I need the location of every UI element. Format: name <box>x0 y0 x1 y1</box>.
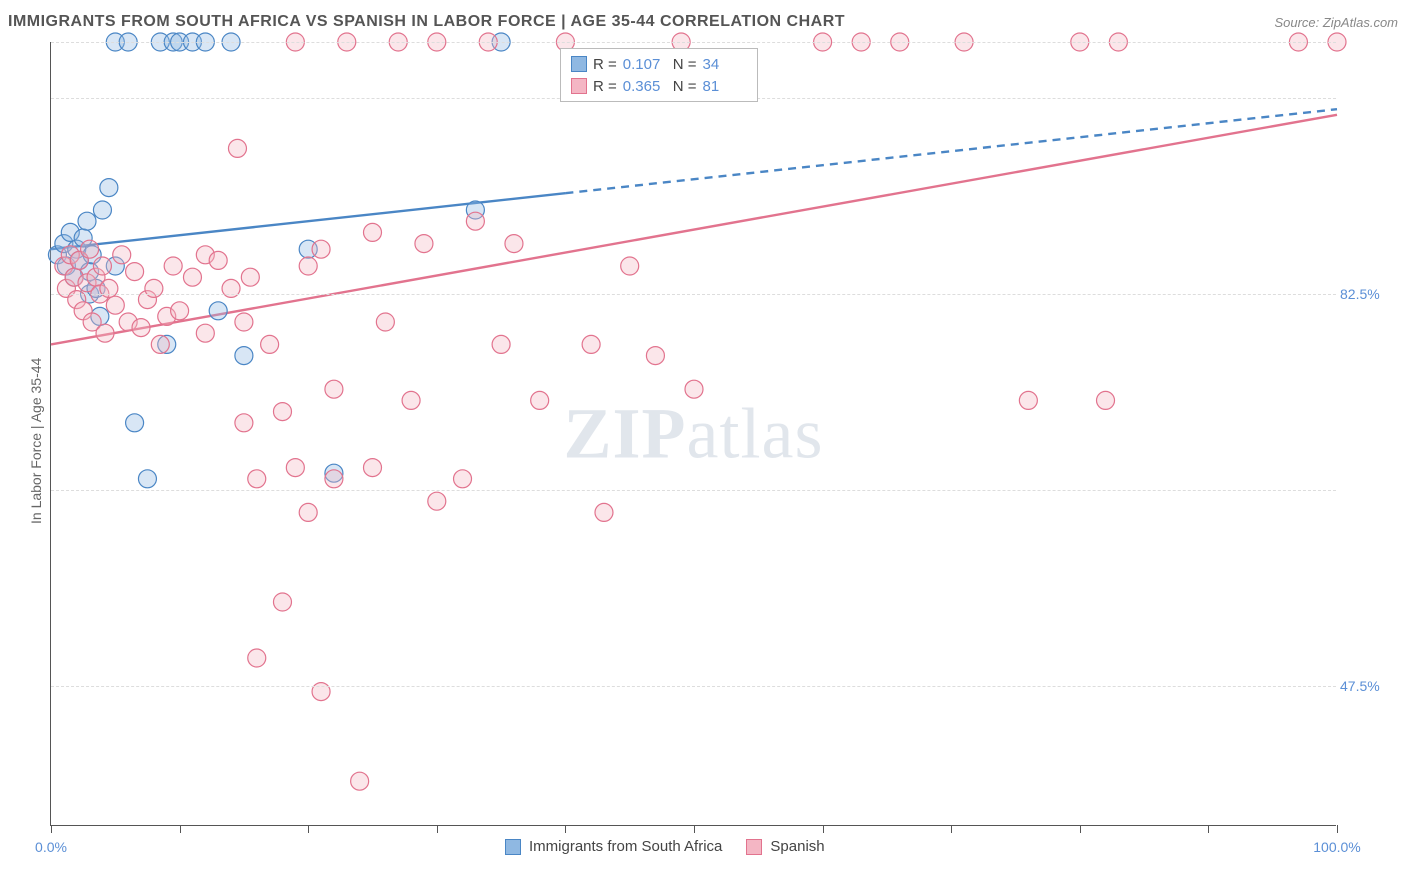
data-point <box>454 470 472 488</box>
x-tick <box>694 825 695 833</box>
x-tick-label: 100.0% <box>1313 839 1360 855</box>
data-point <box>248 649 266 667</box>
data-point <box>132 319 150 337</box>
legend-swatch-icon <box>505 839 521 855</box>
data-point <box>81 240 99 258</box>
data-point <box>228 139 246 157</box>
gridline <box>51 294 1336 295</box>
gridline <box>51 686 1336 687</box>
data-point <box>621 257 639 275</box>
data-point <box>351 772 369 790</box>
data-point <box>113 246 131 264</box>
data-point <box>402 391 420 409</box>
legend-swatch-icon <box>571 78 587 94</box>
legend-swatch-icon <box>571 56 587 72</box>
data-point <box>196 324 214 342</box>
legend-item: Immigrants from South Africa <box>505 838 722 855</box>
chart-title: IMMIGRANTS FROM SOUTH AFRICA VS SPANISH … <box>8 13 845 31</box>
regression-line-extrapolated <box>565 109 1337 193</box>
y-tick-label: 82.5% <box>1340 286 1396 302</box>
y-tick-label: 47.5% <box>1340 678 1396 694</box>
x-tick <box>1208 825 1209 833</box>
x-tick <box>51 825 52 833</box>
data-point <box>325 380 343 398</box>
data-point <box>299 503 317 521</box>
data-point <box>531 391 549 409</box>
data-point <box>126 414 144 432</box>
data-point <box>325 470 343 488</box>
data-point <box>582 335 600 353</box>
data-point <box>96 324 114 342</box>
data-point <box>209 302 227 320</box>
x-tick-label: 0.0% <box>35 839 67 855</box>
gridline <box>51 490 1336 491</box>
data-point <box>209 251 227 269</box>
data-point <box>164 257 182 275</box>
data-point <box>235 414 253 432</box>
r-value: 0.365 <box>623 78 667 95</box>
data-point <box>261 335 279 353</box>
source-label: Source: ZipAtlas.com <box>1274 15 1398 30</box>
legend-swatch-icon <box>746 839 762 855</box>
title-bar: IMMIGRANTS FROM SOUTH AFRICA VS SPANISH … <box>8 8 1398 36</box>
data-point <box>235 347 253 365</box>
data-point <box>151 335 169 353</box>
n-value: 81 <box>703 78 747 95</box>
r-value: 0.107 <box>623 56 667 73</box>
x-tick <box>951 825 952 833</box>
data-point <box>183 268 201 286</box>
data-point <box>1019 391 1037 409</box>
data-point <box>241 268 259 286</box>
x-tick <box>1080 825 1081 833</box>
legend-item: Spanish <box>746 838 824 855</box>
stats-legend: R = 0.107 N = 34 R = 0.365 N = 81 <box>560 48 758 102</box>
data-point <box>1097 391 1115 409</box>
data-point <box>78 212 96 230</box>
x-tick <box>180 825 181 833</box>
data-point <box>299 257 317 275</box>
n-value: 34 <box>703 56 747 73</box>
data-point <box>286 459 304 477</box>
data-point <box>364 223 382 241</box>
x-tick <box>823 825 824 833</box>
data-point <box>685 380 703 398</box>
data-point <box>138 470 156 488</box>
data-point <box>595 503 613 521</box>
data-point <box>100 179 118 197</box>
data-point <box>364 459 382 477</box>
data-point <box>312 240 330 258</box>
x-tick <box>437 825 438 833</box>
legend-label: Immigrants from South Africa <box>529 838 722 855</box>
data-point <box>93 257 111 275</box>
correlation-chart: IMMIGRANTS FROM SOUTH AFRICA VS SPANISH … <box>0 0 1406 892</box>
data-point <box>273 403 291 421</box>
legend-label: Spanish <box>770 838 824 855</box>
data-point <box>171 302 189 320</box>
series-legend: Immigrants from South Africa Spanish <box>505 838 825 855</box>
data-point <box>376 313 394 331</box>
data-point <box>248 470 266 488</box>
data-point <box>415 235 433 253</box>
data-point <box>492 335 510 353</box>
data-point <box>505 235 523 253</box>
data-point <box>126 263 144 281</box>
data-point <box>646 347 664 365</box>
data-point <box>235 313 253 331</box>
plot-area: ZIPatlas 47.5%82.5%0.0%100.0% <box>50 42 1336 826</box>
x-tick <box>565 825 566 833</box>
y-axis-label: In Labor Force | Age 35-44 <box>28 358 44 524</box>
data-point <box>106 296 124 314</box>
data-point <box>466 212 484 230</box>
stats-legend-row: R = 0.107 N = 34 <box>571 53 747 75</box>
x-tick <box>1337 825 1338 833</box>
x-tick <box>308 825 309 833</box>
plot-svg <box>51 42 1337 826</box>
data-point <box>93 201 111 219</box>
gridline <box>51 42 1336 43</box>
stats-legend-row: R = 0.365 N = 81 <box>571 75 747 97</box>
data-point <box>273 593 291 611</box>
data-point <box>428 492 446 510</box>
